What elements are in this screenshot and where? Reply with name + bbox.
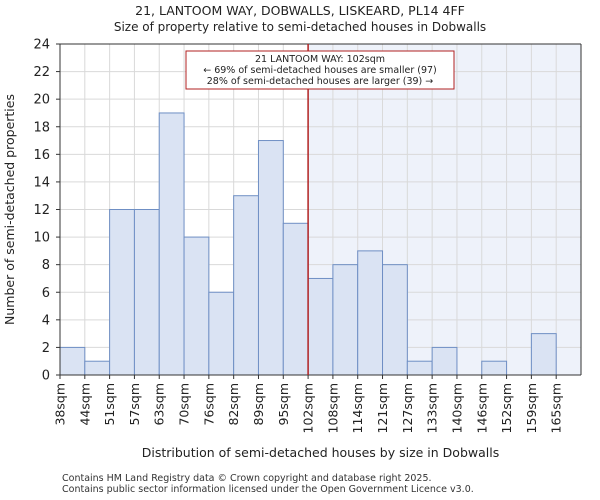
y-tick-label: 4 — [42, 313, 50, 328]
footer: Contains HM Land Registry data © Crown c… — [62, 473, 474, 495]
footer-line-1: Contains HM Land Registry data © Crown c… — [62, 473, 432, 484]
histogram-bar — [332, 264, 359, 376]
annotation-line-1: 21 LANTOOM WAY: 102sqm — [255, 54, 385, 65]
x-tick-label: 76sqm — [201, 383, 216, 426]
chart-title-block: 21, LANTOOM WAY, DOBWALLS, LISKEARD, PL1… — [0, 2, 600, 36]
x-tick-label: 63sqm — [152, 383, 167, 426]
y-axis-label: Number of semi-detached properties — [2, 94, 17, 325]
x-tick-label: 44sqm — [77, 383, 92, 426]
x-tick-label: 127sqm — [400, 383, 415, 433]
histogram-bar — [233, 195, 259, 376]
chart-subtitle: Size of property relative to semi-detach… — [113, 20, 487, 34]
y-tick-label: 14 — [33, 175, 50, 190]
x-tick-label: 89sqm — [251, 383, 266, 426]
y-tick-label: 6 — [42, 286, 50, 301]
histogram-bar — [382, 264, 408, 376]
y-tick-label: 24 — [33, 38, 50, 53]
histogram-bar — [530, 333, 557, 376]
y-tick-label: 10 — [33, 231, 50, 246]
histogram-bar — [357, 250, 384, 376]
annotation-line-2: ← 69% of semi-detached houses are smalle… — [203, 65, 437, 76]
histogram-bar — [109, 209, 135, 376]
x-tick-label: 57sqm — [127, 383, 142, 426]
y-tick-label: 0 — [42, 369, 50, 384]
chart-title: 21, LANTOOM WAY, DOBWALLS, LISKEARD, PL1… — [135, 3, 465, 18]
x-tick-label: 82sqm — [226, 383, 241, 426]
histogram-bar — [406, 360, 433, 376]
annotation-box — [185, 50, 455, 90]
histogram-bar — [183, 236, 210, 376]
x-tick-label: 133sqm — [425, 383, 440, 433]
y-tick-label: 8 — [42, 258, 50, 273]
x-tick-label: 159sqm — [524, 383, 539, 433]
x-axis-label: Distribution of semi-detached houses by … — [142, 445, 499, 460]
histogram-bar — [481, 360, 508, 376]
y-tick-label: 22 — [33, 65, 50, 80]
x-tick-label: 146sqm — [474, 383, 489, 433]
x-tick-label: 38sqm — [53, 383, 68, 426]
y-tick-label: 20 — [33, 93, 50, 108]
x-tick-label: 152sqm — [499, 383, 514, 433]
x-tick-label: 70sqm — [177, 383, 192, 426]
y-tick-label: 18 — [33, 120, 50, 135]
histogram-bar — [84, 360, 111, 376]
y-tick-label: 12 — [33, 203, 50, 218]
x-tick-label: 51sqm — [102, 383, 117, 426]
y-tick-label: 2 — [42, 341, 50, 356]
x-tick-label: 165sqm — [549, 383, 564, 433]
x-tick-label: 95sqm — [276, 383, 291, 426]
x-tick-label: 140sqm — [449, 383, 464, 433]
histogram-bar — [431, 346, 458, 376]
annotation-line-3: 28% of semi-detached houses are larger (… — [207, 76, 434, 87]
x-tick-label: 114sqm — [350, 383, 365, 433]
x-tick-label: 102sqm — [301, 383, 316, 433]
histogram-bar — [282, 222, 309, 376]
footer-line-2: Contains public sector information licen… — [62, 484, 474, 495]
histogram-bar — [307, 277, 334, 376]
y-tick-label: 16 — [33, 148, 50, 163]
histogram-bar — [133, 209, 160, 376]
histogram-bar — [257, 140, 284, 376]
x-tick-label: 121sqm — [375, 383, 390, 433]
histogram-bar — [208, 291, 235, 376]
x-tick-label: 108sqm — [325, 383, 340, 433]
histogram-bar — [59, 346, 86, 376]
histogram-bar — [158, 112, 185, 376]
